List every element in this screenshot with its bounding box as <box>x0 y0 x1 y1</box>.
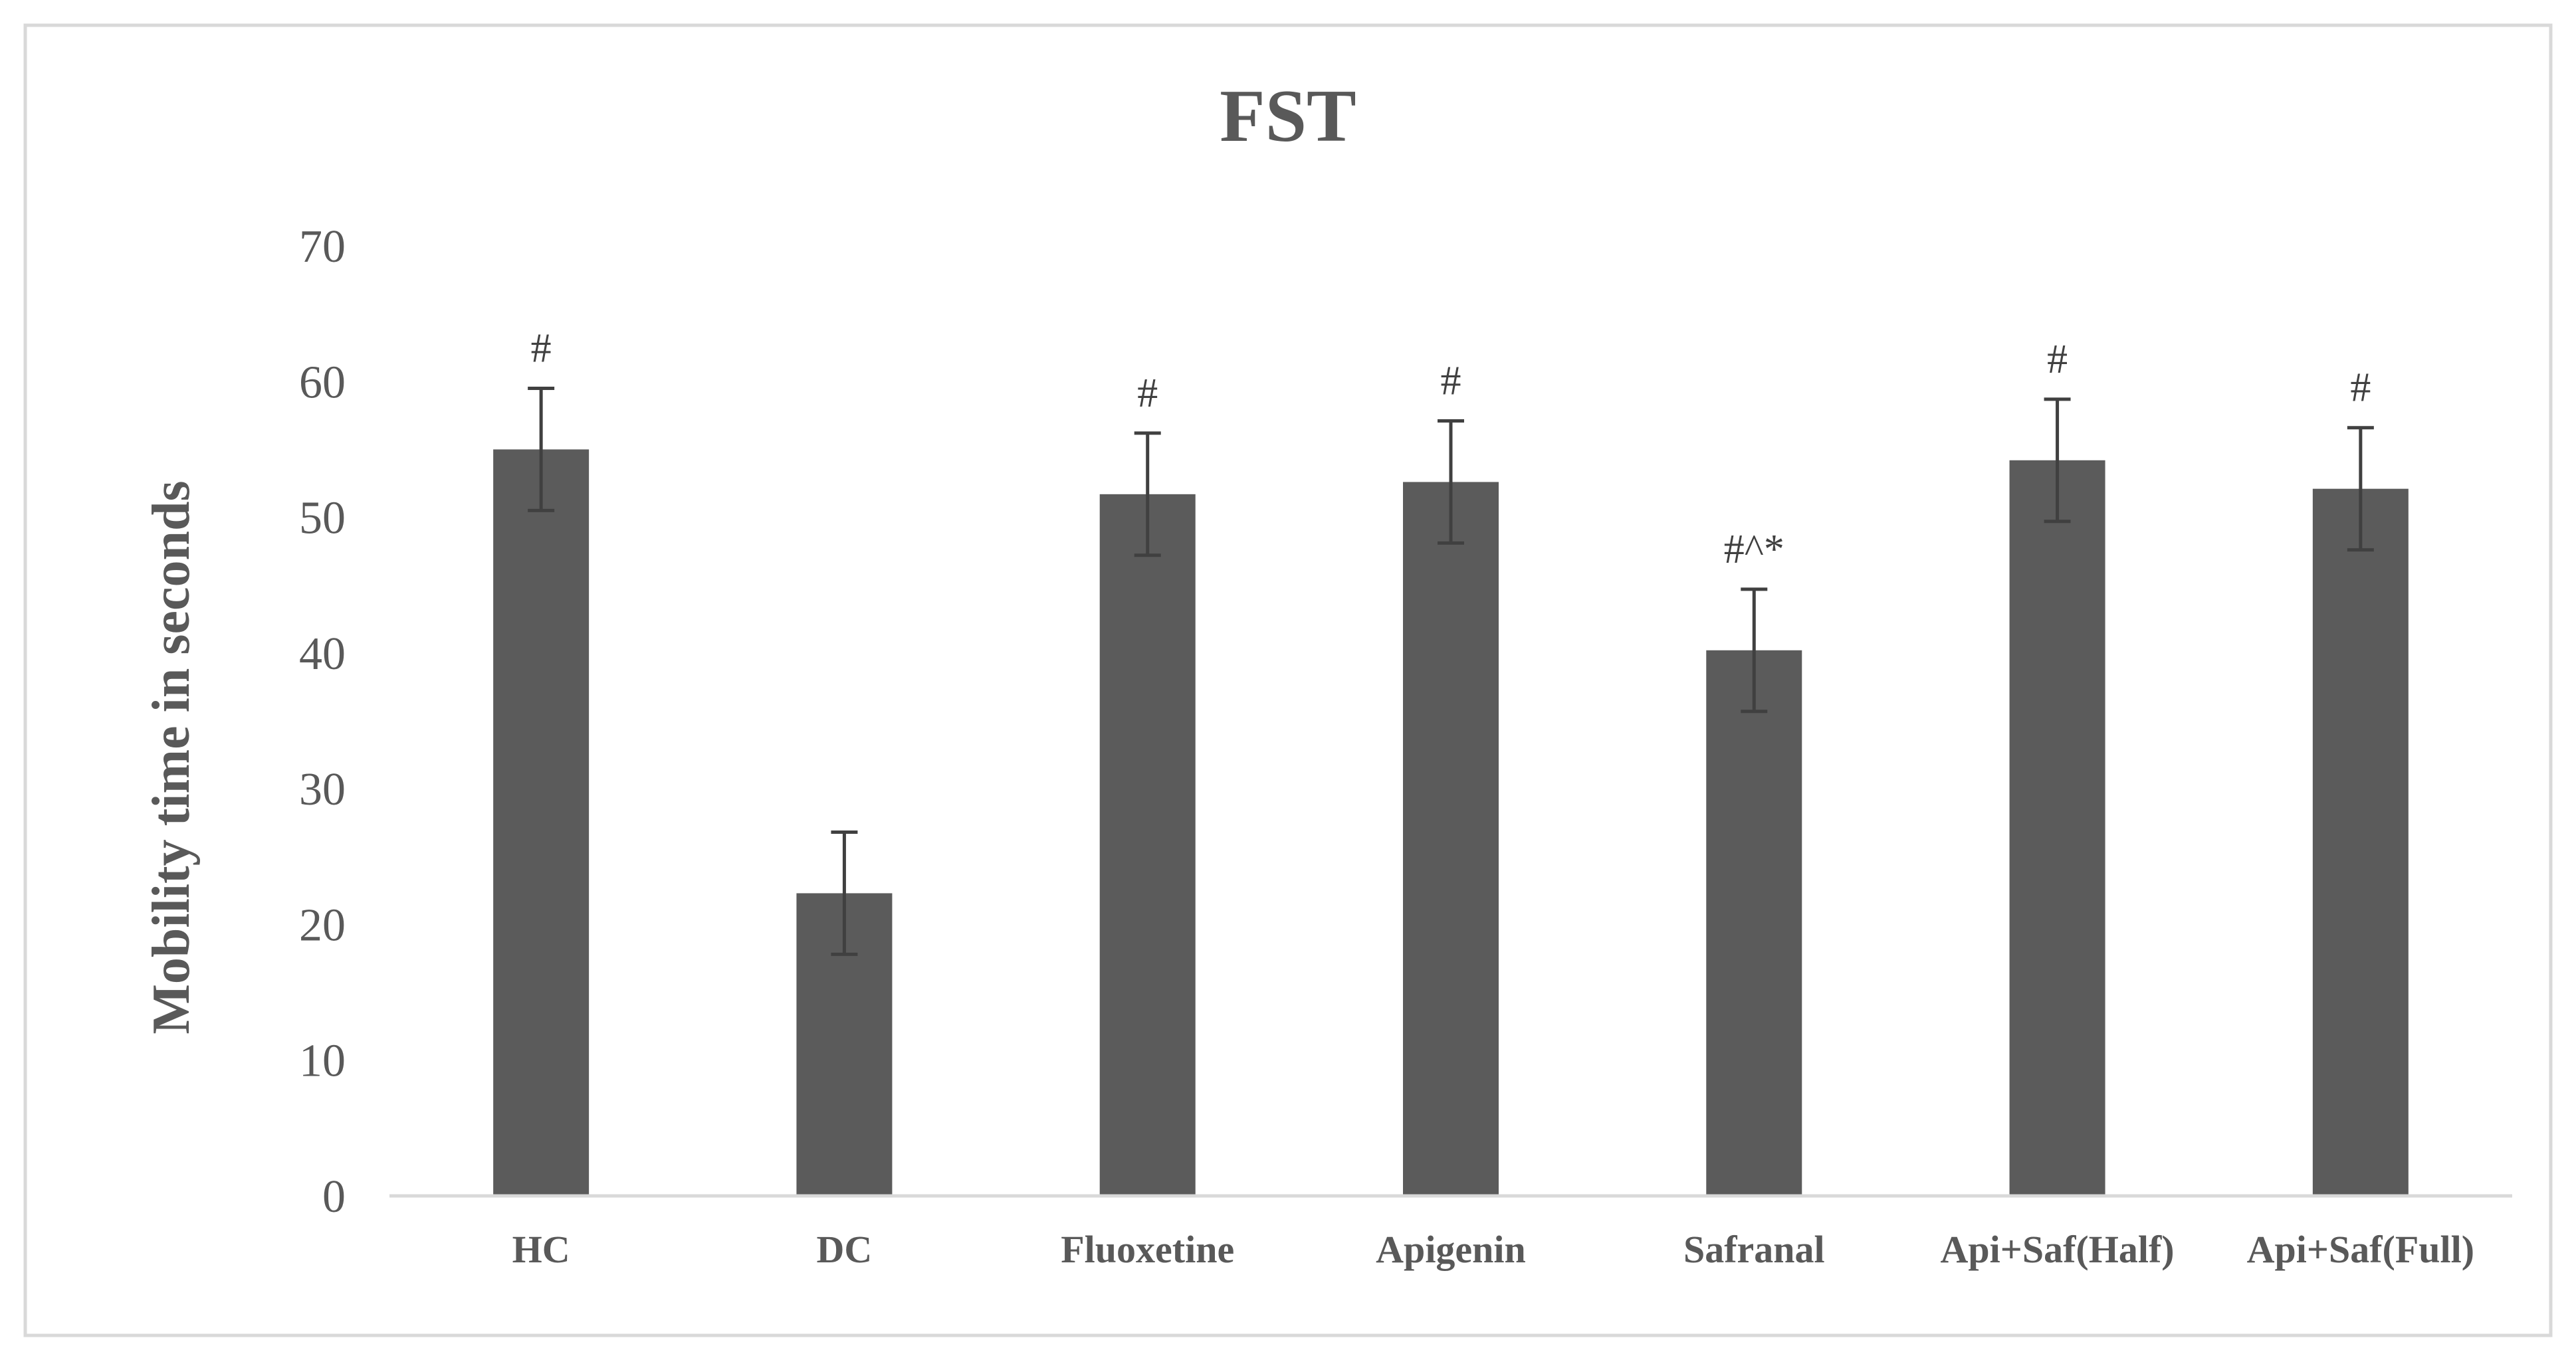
x-axis-ticks: HC DC Fluoxetine Apigenin Safranal Api+Saf(Ha… <box>512 1228 2474 1271</box>
y-tick-label: 50 <box>299 493 346 544</box>
y-tick-label: 0 <box>322 1171 346 1222</box>
bar-fluoxetine <box>1099 494 1196 1197</box>
bar-apigenin <box>1403 482 1499 1196</box>
y-axis-ticks: 0 10 20 30 40 50 60 70 <box>299 221 346 1222</box>
x-tick-label: Api+Saf(Half) <box>1941 1228 2175 1271</box>
x-tick-label: DC <box>817 1228 873 1271</box>
y-tick-label: 70 <box>299 221 346 272</box>
y-tick-label: 10 <box>299 1036 346 1087</box>
error-bars <box>528 387 2374 956</box>
bar-api-saf-half- <box>2009 460 2105 1196</box>
significance-marker: # <box>1441 359 1461 404</box>
chart-border <box>23 23 2553 1337</box>
x-tick-label: HC <box>512 1228 570 1271</box>
y-tick-label: 20 <box>299 900 346 951</box>
bar-series <box>493 449 2409 1197</box>
bar-api-saf-full- <box>2312 488 2409 1197</box>
y-tick-label: 60 <box>299 357 346 408</box>
y-tick-label: 40 <box>299 629 346 680</box>
significance-annotations: # # # #^* # # <box>531 326 2371 572</box>
significance-marker: # <box>1137 371 1158 416</box>
x-tick-label: Safranal <box>1683 1228 1825 1271</box>
x-tick-label: Apigenin <box>1376 1228 1526 1271</box>
chart-title: FST <box>1220 75 1356 157</box>
significance-marker: # <box>2350 365 2371 411</box>
significance-marker: # <box>531 326 552 371</box>
bar-hc <box>493 449 590 1196</box>
bar-safranal <box>1706 650 1802 1196</box>
significance-marker: #^* <box>1724 527 1784 572</box>
y-axis-label: Mobility time in seconds <box>142 480 201 1034</box>
significance-marker: # <box>2047 337 2068 382</box>
y-tick-label: 30 <box>299 764 346 815</box>
x-tick-label: Api+Saf(Full) <box>2247 1228 2474 1271</box>
x-tick-label: Fluoxetine <box>1061 1228 1234 1271</box>
